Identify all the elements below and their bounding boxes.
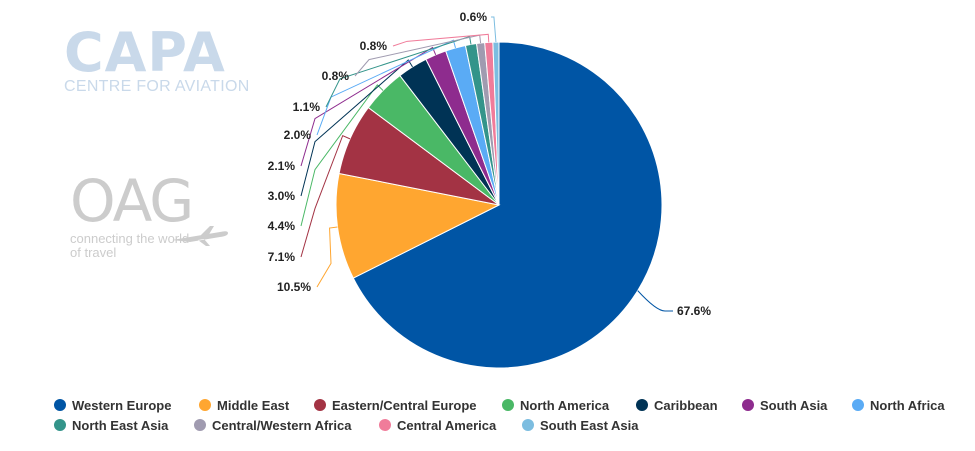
- legend-marker: [522, 419, 534, 431]
- data-label-south-east-asia: 0.6%: [460, 10, 488, 24]
- legend-label: Middle East: [217, 398, 290, 413]
- legend-item-north-africa[interactable]: North Africa: [852, 398, 945, 413]
- legend-label: North America: [520, 398, 610, 413]
- legend-item-north-america[interactable]: North America: [502, 398, 610, 413]
- legend-label: Central/Western Africa: [212, 418, 352, 433]
- leader-line-north-africa: [316, 39, 456, 136]
- airplane-icon: [172, 226, 228, 246]
- legend-item-central-western-africa[interactable]: Central/Western Africa: [194, 418, 352, 433]
- legend-item-eastern-central-europe[interactable]: Eastern/Central Europe: [314, 398, 477, 413]
- leader-line-north-east-asia: [325, 35, 472, 108]
- data-label-north-east-asia: 1.1%: [293, 100, 321, 114]
- leader-line-south-east-asia: [491, 16, 497, 43]
- legend-marker: [194, 419, 206, 431]
- pie-leader-lines: [300, 16, 673, 312]
- data-label-central-america: 0.8%: [360, 39, 388, 53]
- legend-marker: [54, 399, 66, 411]
- legend-marker: [314, 399, 326, 411]
- legend-marker: [379, 419, 391, 431]
- data-label-caribbean: 3.0%: [268, 189, 296, 203]
- legend-label: Western Europe: [72, 398, 171, 413]
- oag-logo-word: OAG: [70, 167, 194, 235]
- leader-line-caribbean: [300, 59, 413, 197]
- legend-item-caribbean[interactable]: Caribbean: [636, 398, 718, 413]
- legend-label: Eastern/Central Europe: [332, 398, 477, 413]
- legend-item-north-east-asia[interactable]: North East Asia: [54, 418, 169, 433]
- capa-logo-word: CAPA: [64, 21, 226, 84]
- legend-marker: [636, 399, 648, 411]
- pie-data-labels: 67.6% 10.5% 7.1% 4.4% 3.0% 2.1% 2.0% 1.1% 0.8% 0.…: [268, 10, 712, 318]
- legend-label: North East Asia: [72, 418, 169, 433]
- legend-label: South East Asia: [540, 418, 639, 433]
- legend-item-western-europe[interactable]: Western Europe: [54, 398, 171, 413]
- legend-marker: [742, 399, 754, 411]
- capa-logo: CAPA CENTRE FOR AVIATION: [64, 21, 274, 96]
- legend-item-south-asia[interactable]: South Asia: [742, 398, 828, 413]
- leader-line-north-america: [300, 84, 384, 227]
- data-label-south-asia: 2.1%: [268, 159, 296, 173]
- legend-label: South Asia: [760, 398, 828, 413]
- pie-slices: [335, 41, 663, 369]
- leader-line-eastern-central-europe: [300, 134, 351, 258]
- data-label-central-western-africa: 0.8%: [322, 69, 350, 83]
- legend-item-middle-east[interactable]: Middle East: [199, 398, 290, 413]
- legend-item-south-east-asia[interactable]: South East Asia: [522, 418, 639, 433]
- legend-marker: [502, 399, 514, 411]
- oag-logo: OAG connecting the world of travel: [70, 170, 230, 280]
- pie-slice-middle-east[interactable]: [335, 172, 501, 279]
- pie-slice-south-east-asia[interactable]: [492, 41, 500, 206]
- legend-label: Caribbean: [654, 398, 718, 413]
- data-label-eastern-central-europe: 7.1%: [268, 250, 296, 264]
- leader-line-central-western-africa: [354, 34, 482, 77]
- leader-line-south-asia: [300, 46, 437, 167]
- legend-marker: [852, 399, 864, 411]
- legend-label: Central America: [397, 418, 497, 433]
- leader-line-western-europe: [637, 290, 673, 312]
- legend-item-central-america[interactable]: Central America: [379, 418, 497, 433]
- capa-logo-subtitle: CENTRE FOR AVIATION: [64, 78, 250, 95]
- oag-logo-tagline: connecting the world of travel: [70, 231, 190, 260]
- legend-marker: [54, 419, 66, 431]
- data-label-middle-east: 10.5%: [277, 280, 311, 294]
- data-label-north-america: 4.4%: [268, 219, 296, 233]
- leader-line-central-america: [392, 33, 490, 47]
- legend: Western Europe Middle East Eastern/Central…: [54, 398, 945, 433]
- data-label-western-europe: 67.6%: [677, 304, 711, 318]
- legend-marker: [199, 399, 211, 411]
- legend-label: North Africa: [870, 398, 945, 413]
- leader-line-middle-east: [316, 226, 338, 288]
- data-label-north-africa: 2.0%: [284, 128, 312, 142]
